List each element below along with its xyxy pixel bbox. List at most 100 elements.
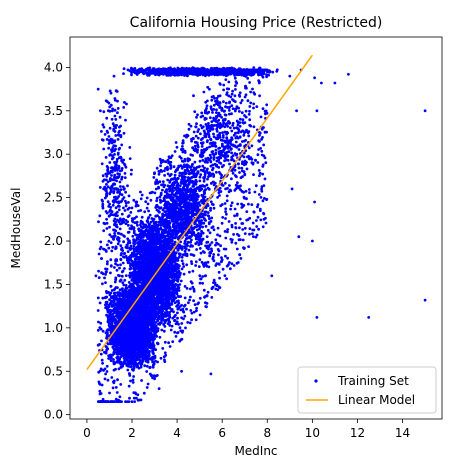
scatter-point	[132, 238, 136, 242]
scatter-point	[131, 277, 134, 281]
scatter-point	[144, 294, 147, 298]
scatter-point	[145, 336, 148, 340]
scatter-point	[116, 303, 119, 307]
scatter-point	[109, 359, 113, 362]
scatter-point	[108, 298, 111, 302]
scatter-point	[176, 311, 179, 315]
scatter-point	[107, 357, 110, 360]
training-set-points	[94, 66, 427, 403]
scatter-point	[125, 344, 128, 347]
scatter-point	[139, 219, 143, 223]
scatter-point	[140, 359, 144, 363]
scatter-point	[129, 244, 133, 248]
scatter-point	[145, 324, 149, 328]
scatter-point	[152, 217, 156, 221]
scatter-point	[130, 286, 134, 289]
scatter-point	[123, 359, 127, 363]
scatter-point	[151, 292, 155, 296]
scatter-point	[138, 239, 142, 243]
scatter-point	[147, 338, 151, 342]
scatter-point	[121, 290, 124, 293]
scatter-point	[112, 307, 116, 311]
scatter-point	[145, 364, 149, 368]
scatter-point	[110, 322, 114, 325]
scatter-point	[143, 351, 147, 354]
scatter-point	[112, 358, 115, 361]
scatter-point	[135, 358, 139, 362]
scatter-point	[133, 328, 137, 332]
scatter-point	[161, 304, 165, 308]
scatter-point	[138, 334, 142, 338]
scatter-point	[111, 312, 115, 316]
scatter-point	[170, 285, 174, 288]
scatter-point	[147, 222, 151, 226]
scatter-point	[139, 223, 142, 227]
scatter-point	[151, 348, 155, 352]
scatter-point	[130, 340, 134, 344]
scatter-point	[107, 323, 111, 327]
scatter-point	[147, 216, 151, 219]
scatter-point	[132, 247, 136, 251]
scatter-point	[142, 337, 146, 340]
scatter-point	[137, 327, 141, 331]
scatter-point	[143, 364, 147, 368]
scatter-point	[115, 296, 118, 299]
scatter-point	[146, 261, 150, 264]
scatter-point	[161, 312, 165, 316]
scatter-point	[130, 271, 134, 275]
scatter-point	[150, 345, 154, 349]
scatter-point	[132, 317, 136, 320]
scatter-point	[134, 296, 138, 300]
scatter-point	[122, 295, 125, 299]
scatter-point	[134, 273, 138, 276]
scatter-point	[140, 265, 144, 269]
scatter-point	[176, 294, 180, 298]
scatter-point	[112, 291, 116, 295]
scatter-point	[114, 314, 118, 318]
scatter-point	[148, 333, 151, 337]
scatter-point	[127, 281, 131, 284]
scatter-point	[126, 329, 130, 333]
scatter-point	[127, 300, 130, 303]
scatter-point	[123, 332, 126, 335]
scatter-point	[151, 341, 155, 345]
scatter-point	[126, 368, 130, 372]
scatter-point	[124, 306, 128, 310]
scatter-point	[143, 340, 147, 343]
scatter-point	[137, 318, 141, 322]
scatter-point	[175, 264, 179, 268]
scatter-point	[120, 287, 124, 291]
scatter-point	[131, 234, 135, 238]
scatter-point	[134, 286, 138, 290]
scatter-point	[178, 264, 181, 268]
scatter-point	[142, 345, 146, 349]
scatter-point	[122, 356, 126, 360]
scatter-point	[135, 294, 139, 297]
scatter-point	[118, 298, 122, 302]
scatter-point	[139, 348, 142, 351]
scatter-point	[150, 329, 154, 333]
scatter-point	[127, 339, 131, 342]
scatter-point	[127, 274, 131, 277]
scatter-point	[166, 286, 170, 290]
scatter-point	[121, 336, 125, 340]
scatter-point	[131, 296, 135, 300]
scatter-point	[129, 318, 133, 322]
scatter-point	[112, 299, 116, 303]
scatter-point	[120, 315, 123, 319]
scatter-point	[175, 271, 179, 275]
scatter-point	[122, 362, 125, 366]
scatter-point	[166, 269, 170, 273]
scatter-point	[150, 308, 154, 312]
scatter-point	[137, 366, 141, 370]
scatter-point	[124, 348, 127, 351]
scatter-point	[138, 332, 142, 335]
scatter-point	[111, 345, 115, 349]
scatter-point	[140, 313, 144, 317]
scatter-point	[120, 327, 124, 331]
scatter-point	[164, 308, 168, 312]
scatter-point	[142, 225, 146, 229]
scatter-point	[143, 247, 147, 251]
scatter-point	[121, 345, 124, 348]
